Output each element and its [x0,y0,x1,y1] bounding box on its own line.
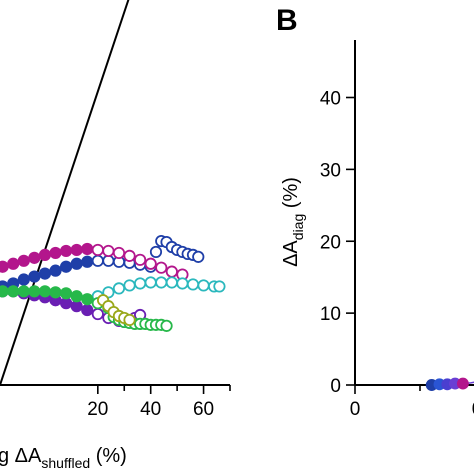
x-tick-label: 0.2 [472,399,474,420]
panel-a-series [0,234,226,332]
data-point [165,265,178,278]
data-point [81,303,94,317]
data-point [17,273,30,286]
data-point [91,307,104,321]
data-point [28,285,41,298]
data-point [28,251,41,264]
data-point [0,260,9,273]
data-point [70,257,83,270]
data-point [123,279,136,292]
data-point [38,248,52,261]
panel-a: 20 40 60 g ΔAshuffled (%) [0,0,231,471]
panel-a-ticks: 20 40 60 [87,385,231,420]
data-point [123,249,136,262]
data-point [81,293,94,306]
data-point [160,319,173,332]
data-point [456,377,469,390]
data-point [17,285,30,298]
data-point [102,254,115,267]
data-point [197,279,210,292]
data-point [49,286,62,299]
panel-b-series [425,377,474,391]
x-axis-label-subscript: shuffled [41,455,90,471]
identity-line [0,0,130,386]
x-axis-label-unit: (%) [90,445,127,467]
data-point [134,277,147,290]
y-tick-label: 30 [320,160,341,181]
data-point [186,278,200,291]
x-tick-label: 60 [193,399,214,420]
data-point [38,267,52,280]
data-point [0,285,9,298]
data-point [49,264,62,277]
x-tick-label: 0 [350,399,361,420]
data-point [192,250,205,263]
data-point [70,290,83,303]
panel-b: B 0 10 20 30 40 0 0.2 ΔAdiag (%) [276,4,474,420]
data-point [59,297,73,310]
data-point [17,254,30,267]
series-3 [0,242,189,281]
panel-b-y-axis-title: ΔAdiag (%) [280,177,306,267]
data-point [81,242,94,256]
data-point [134,253,147,266]
data-point [81,255,94,268]
data-point [144,257,157,270]
x-axis-label-main: g ΔA [0,445,42,467]
data-point [7,257,20,270]
panel-a-x-axis-title: g ΔAshuffled (%) [0,445,127,471]
y-tick-label: 20 [320,232,341,253]
data-point [59,287,73,300]
data-point [49,246,62,260]
y-tick-label: 0 [330,376,341,397]
y-tick-label: 40 [320,89,341,110]
data-point [123,313,136,327]
data-point [155,261,168,274]
y-tick-label: 10 [320,304,341,325]
y-axis-label-main: ΔA [280,240,302,267]
data-point [91,254,104,267]
series-4 [91,276,226,303]
data-point [144,276,157,289]
data-point [155,276,168,289]
data-point [165,276,178,289]
data-point [38,285,52,298]
data-point [70,243,83,257]
data-point [28,270,41,283]
data-point [70,300,83,313]
data-point [59,244,73,258]
y-axis-label-unit: (%) [280,177,302,214]
data-point [176,277,189,290]
data-point [59,260,73,273]
data-point [7,285,20,298]
data-point [112,246,126,260]
data-point [112,282,126,295]
data-point [102,244,115,258]
panel-label-b: B [276,4,298,37]
series-7 [97,294,136,327]
series-1 [149,234,205,263]
x-tick-label: 40 [140,399,161,420]
panel-b-series-1 [425,377,474,391]
data-point [91,243,104,257]
panel-b-ticks: 0 10 20 30 40 0 0.2 [320,89,474,421]
data-point [149,245,163,259]
data-point [213,280,226,293]
x-tick-label: 20 [87,399,108,420]
y-axis-label-subscript: diag [290,214,306,240]
